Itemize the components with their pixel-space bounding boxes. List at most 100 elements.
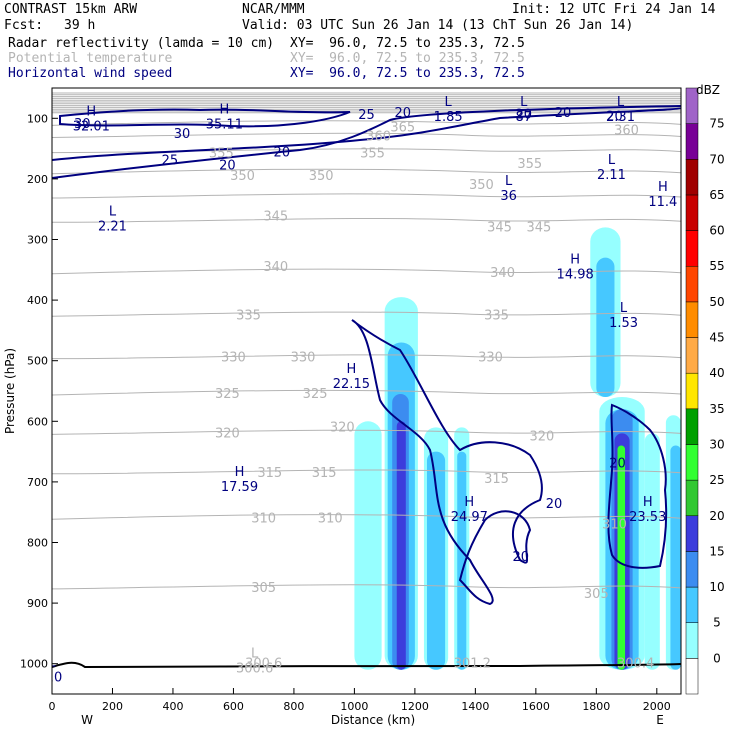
field-xy-reflectivity: XY= 96.0, 72.5 to 235.3, 72.5 (290, 36, 525, 51)
wind-contour-20-jet (52, 107, 681, 161)
extremum-value: 36 (500, 189, 517, 204)
colorbar-level-label: 10 (709, 580, 724, 594)
extremum-value: 17.59 (221, 480, 258, 495)
theta-label: 340 (490, 266, 515, 281)
field-label-theta: Potential temperature (8, 51, 173, 66)
wind-contour-label: 30 (174, 127, 191, 142)
colorbar-level-label: 75 (709, 117, 724, 131)
wind-contour-layer (52, 105, 681, 669)
extremum-type: L (620, 301, 628, 316)
extremum-type: H (86, 104, 96, 119)
extremum-value: 22.15 (333, 377, 370, 392)
reflectivity-layer (354, 227, 681, 670)
extremum-type: L (445, 95, 453, 110)
theta-contour-line (52, 217, 681, 223)
extremum-type: H (235, 465, 245, 480)
theta-contour-line (52, 584, 681, 590)
theta-label: 355 (209, 146, 234, 161)
extremum-value: 87 (515, 110, 532, 125)
theta-label: 320 (529, 429, 554, 444)
colorbar-swatch (685, 444, 699, 481)
y-tick-label: 1000 (20, 658, 48, 671)
x-tick-label: 800 (283, 700, 304, 713)
y-axis-label: Pressure (hPa) (3, 348, 17, 434)
wind-contour-label: 25 (358, 108, 375, 123)
extremum-value: 1.53 (609, 316, 638, 331)
x-axis: 0 200 400 600 800 1000 1200 1400 1600 1800 2000 (49, 688, 671, 713)
y-tick-label: 500 (27, 355, 48, 368)
extremum-value: 1.85 (434, 110, 463, 125)
reflectivity-cell (596, 257, 615, 398)
reflectivity-cell (644, 433, 660, 670)
colorbar-level-label: 55 (709, 259, 724, 273)
colorbar-swatch (685, 408, 699, 445)
theta-label: 365 (390, 120, 415, 135)
theta-label: 330 (478, 351, 503, 366)
theta-label: 325 (303, 387, 328, 402)
extremum-type: H (346, 362, 356, 377)
colorbar-swatch (685, 586, 699, 623)
y-axis: 100 200 300 400 500 600 700 800 900 1000 (20, 112, 58, 671)
theta-label: 320 (215, 426, 240, 441)
theta-label: 345 (487, 220, 512, 235)
theta-label: 350 (230, 169, 255, 184)
x-tick-label: 600 (223, 700, 244, 713)
extremum-type: L (608, 153, 616, 168)
y-tick-label: 900 (27, 597, 48, 610)
fcst-label: Fcst: (4, 18, 44, 33)
theta-label: 315 (257, 466, 282, 481)
colorbar-level-label: 20 (709, 509, 724, 523)
org-label: NCAR/MMM (242, 2, 305, 17)
field-label-reflectivity: Radar reflectivity (lamda = 10 cm) (8, 36, 275, 51)
theta-contour-line (52, 389, 681, 396)
y-tick-label: 400 (27, 294, 48, 307)
wind-contour-label: 25 (162, 154, 179, 169)
theta-contour-line (52, 514, 681, 520)
extremum-type: H (464, 495, 474, 510)
reflectivity-cell (396, 421, 406, 670)
plot-frame (51, 87, 682, 695)
theta-contour-line (52, 311, 681, 317)
x-tick-label: 200 (102, 700, 123, 713)
colorbar-swatch (685, 479, 699, 517)
colorbar-swatch (685, 622, 699, 659)
colorbar-level-label: 60 (709, 224, 724, 238)
extremum-value: 35.11 (206, 117, 243, 132)
theta-label: 300.4 (617, 657, 654, 672)
fcst-value: 39 h (64, 18, 96, 33)
wind-contour-label: 20 (219, 158, 236, 173)
extremum-value: 11.4 (648, 195, 677, 210)
extremum-value: 2.31 (606, 110, 635, 125)
extremum-value: 14.98 (557, 268, 594, 283)
colorbar-level-label: 35 (709, 402, 724, 416)
extremum-value: 23.53 (629, 510, 666, 525)
colorbar-unit: dBZ (696, 83, 720, 97)
wind-contour-label: 30 (74, 117, 91, 132)
x-tick-label: 2000 (643, 700, 671, 713)
theta-label: 310 (602, 517, 627, 532)
theta-contour-line (52, 429, 681, 435)
extremum-type: L (251, 647, 259, 662)
reflectivity-cell (617, 445, 626, 670)
theta-contour-line (52, 168, 681, 175)
extremum-value: 2.21 (98, 219, 127, 234)
y-tick-label: 300 (27, 234, 48, 247)
colorbar-swatch (685, 551, 699, 588)
colorbar-swatch (685, 159, 699, 196)
theta-contour-line (52, 193, 681, 199)
x-tick-label: 400 (162, 700, 183, 713)
theta-contour-line (52, 469, 681, 475)
wind-contour-30-jet (59, 108, 351, 128)
colorbar-swatch (685, 123, 699, 160)
theta-label: 305 (584, 587, 609, 602)
reflectivity-cell (457, 451, 467, 670)
x-end-label-west: W (81, 713, 93, 727)
wind-contour-25-jet (52, 105, 681, 179)
y-tick-label: 700 (27, 476, 48, 489)
theta-label: 301.2 (454, 657, 491, 672)
theta-contour-line (52, 120, 681, 126)
theta-label: 300.6 (245, 657, 282, 672)
colorbar-swatch (685, 87, 699, 124)
